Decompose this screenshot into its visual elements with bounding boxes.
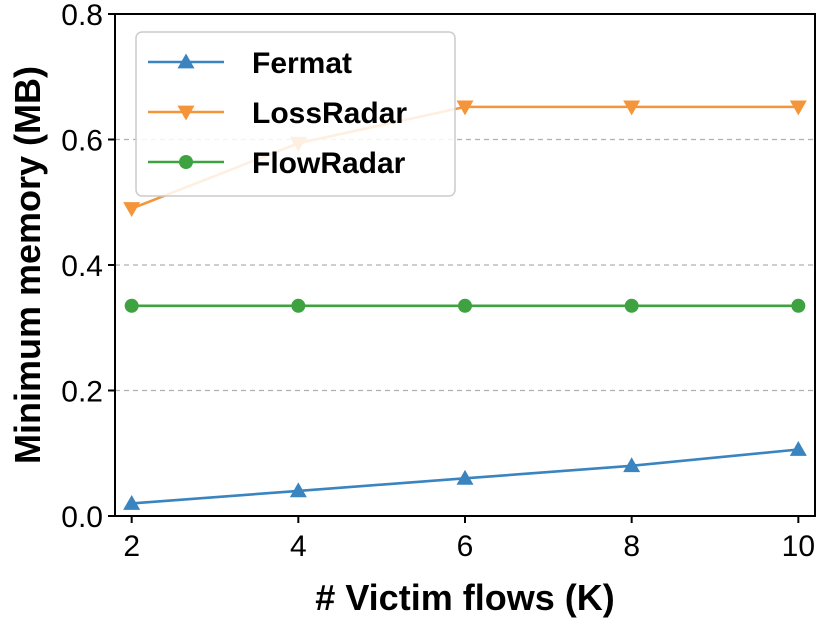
data-point-lossradar [623,100,641,116]
legend-label-lossradar: LossRadar [252,97,407,130]
axis-ticks: 0.0 0.2 0.4 0.6 0.8 2 4 6 8 10 [61,0,815,563]
legend-item-flowradar: FlowRadar [148,147,406,180]
y-axis-title: Minimum memory (MB) [7,66,48,464]
legend-item-lossradar: LossRadar [148,97,407,130]
series-flowradar [124,298,806,313]
x-tick-label: 4 [290,530,307,563]
y-tick-label: 0.0 [61,501,103,534]
legend-marker-lossradar [177,105,195,121]
data-point-lossradar [456,100,474,116]
data-point-lossradar [123,202,141,218]
x-axis-title: # Victim flows (K) [315,577,614,618]
y-tick-label: 0.4 [61,250,103,283]
x-tick-label: 10 [782,530,815,563]
data-point-flowradar [124,298,139,313]
y-tick-label: 0.6 [61,125,103,158]
x-tick-label: 2 [123,530,140,563]
data-point-fermat [456,469,474,485]
data-point-fermat [623,457,641,473]
x-tick-label: 8 [623,530,640,563]
legend: Fermat LossRadar FlowRadar [135,31,456,197]
x-tick-label: 6 [457,530,474,563]
legend-label-flowradar: FlowRadar [252,147,406,180]
data-point-flowradar [458,298,472,313]
data-point-lossradar [789,100,807,116]
series-fermat [123,440,807,510]
data-point-fermat [289,482,307,498]
data-point-fermat [789,440,807,456]
data-point-fermat [123,494,141,510]
legend-item-fermat: Fermat [148,47,352,80]
data-point-flowradar [791,298,806,313]
legend-label-fermat: Fermat [252,47,352,80]
legend-marker-fermat [177,53,195,69]
legend-box [135,31,456,197]
data-point-flowradar [291,298,306,313]
legend-marker-flowradar [179,155,193,169]
y-tick-label: 0.8 [61,0,103,32]
data-point-flowradar [624,298,639,313]
y-tick-label: 0.2 [61,376,103,409]
